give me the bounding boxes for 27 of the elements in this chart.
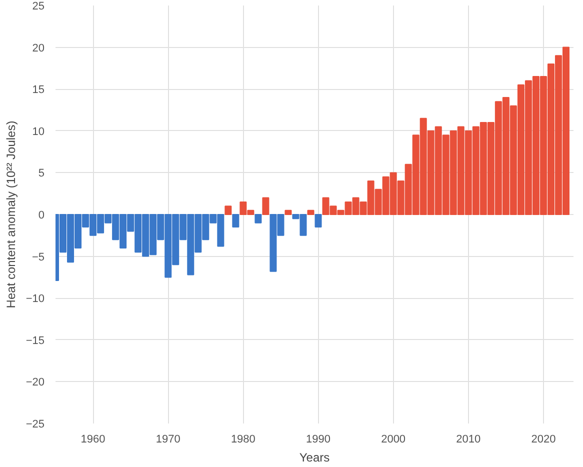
x-tick-label: 1990 (306, 434, 331, 446)
y-tick-label: −10 (26, 293, 45, 306)
x-tick-label: 1980 (230, 434, 256, 446)
bar (307, 210, 314, 215)
y-tick-label: 25 (32, 0, 45, 12)
bar (224, 206, 232, 215)
y-tick-label: 15 (32, 84, 45, 96)
y-tick-label: 5 (38, 168, 45, 180)
y-tick-label: −20 (26, 376, 45, 389)
bar (232, 214, 240, 228)
x-axis-title: Years (299, 450, 330, 464)
x-tick-label: 2010 (456, 434, 481, 446)
bar (254, 214, 262, 224)
y-tick-label: −25 (26, 418, 45, 430)
x-tick-label: 1960 (80, 434, 106, 446)
bar (314, 214, 322, 228)
y-tick-label: 20 (32, 42, 45, 54)
bar (262, 197, 270, 215)
x-tick-label: 2000 (381, 434, 406, 446)
y-axis-title: Heat content anomaly (10²² Joules) (4, 120, 18, 308)
bar (284, 210, 292, 215)
x-tick-label: 2020 (531, 434, 556, 446)
y-tick-label: 0 (38, 210, 45, 222)
y-tick-label: 10 (32, 126, 45, 138)
y-tick-label: −5 (32, 251, 45, 264)
x-tick-label: 1970 (156, 434, 180, 446)
y-tick-label: −15 (26, 334, 45, 347)
